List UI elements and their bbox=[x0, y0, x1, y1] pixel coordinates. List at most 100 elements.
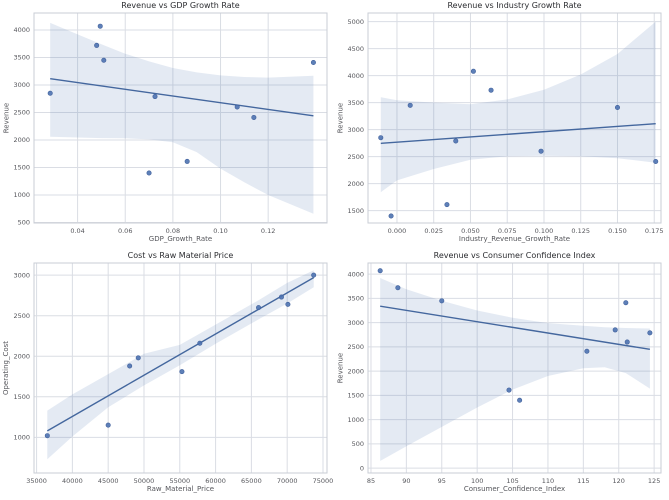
x-tick-label: 120 bbox=[613, 477, 625, 485]
data-point bbox=[612, 327, 618, 333]
data-point bbox=[127, 363, 133, 369]
data-point bbox=[506, 387, 512, 393]
y-tick-label: 500 bbox=[352, 440, 364, 448]
y-tick-label: 0 bbox=[360, 464, 364, 472]
x-tick-label: 0.000 bbox=[388, 227, 407, 235]
y-tick-label: 3000 bbox=[347, 319, 364, 327]
data-point bbox=[47, 90, 53, 96]
data-point bbox=[146, 170, 152, 176]
data-point bbox=[184, 158, 190, 164]
data-point bbox=[538, 148, 544, 154]
x-tick-label: 0.050 bbox=[461, 227, 480, 235]
regression-line bbox=[380, 122, 656, 145]
y-axis-label: Operating_Cost bbox=[2, 340, 11, 396]
x-tick-label: 60000 bbox=[205, 477, 226, 485]
chart-title: Revenue vs Industry Growth Rate bbox=[447, 1, 582, 10]
data-point bbox=[251, 114, 257, 120]
x-tick-label: 90 bbox=[402, 477, 410, 485]
data-point bbox=[197, 340, 203, 346]
y-tick-label: 2000 bbox=[347, 180, 364, 188]
plot-border bbox=[33, 262, 328, 474]
y-tick-label: 2500 bbox=[13, 312, 30, 320]
confidence-band bbox=[380, 21, 656, 193]
y-axis-label-wrap: Revenue bbox=[334, 13, 347, 223]
x-tick-label: 0.175 bbox=[645, 227, 664, 235]
x-tick-label: 95 bbox=[438, 477, 446, 485]
y-tick-label: 2000 bbox=[13, 352, 30, 360]
chart-plot-area: 85 90 95 100 105 110 115 120 125 0 500 1000 1500 2000… bbox=[347, 262, 662, 485]
y-axis-label: Revenue bbox=[336, 102, 345, 134]
plot-background bbox=[34, 13, 327, 223]
confidence-band bbox=[50, 22, 314, 214]
x-tick-label: 0.10 bbox=[213, 227, 227, 235]
x-tick-label: 0.075 bbox=[498, 227, 517, 235]
data-point bbox=[395, 285, 401, 291]
y-tick-label: 1500 bbox=[13, 393, 30, 401]
regression-line bbox=[380, 305, 650, 351]
plot-border bbox=[33, 12, 328, 224]
chart-plot-area: 0.04 0.06 0.08 0.10 0.12 500 1000 1500 2000 2500 3… bbox=[13, 12, 328, 235]
y-tick-label: 3500 bbox=[347, 99, 364, 107]
y-tick-label: 3500 bbox=[347, 295, 364, 303]
data-point bbox=[44, 433, 50, 439]
data-point bbox=[135, 355, 141, 361]
y-tick-label: 4000 bbox=[13, 26, 30, 34]
chart-plot-area: 0.000 0.025 0.050 0.075 0.100 0.125 0.150 0.175… bbox=[347, 12, 664, 235]
x-tick-label: 0.025 bbox=[424, 227, 443, 235]
x-tick-label: 70000 bbox=[277, 477, 298, 485]
y-tick-label: 5000 bbox=[347, 18, 364, 26]
x-axis-label: GDP_Growth_Rate bbox=[148, 235, 213, 243]
x-tick-label: 0.04 bbox=[70, 227, 84, 235]
x-tick-label: 85 bbox=[367, 477, 375, 485]
data-point bbox=[278, 294, 284, 300]
data-point bbox=[584, 348, 590, 354]
data-point bbox=[470, 68, 476, 74]
plot-background bbox=[368, 13, 661, 223]
plot-border bbox=[367, 12, 662, 224]
data-point bbox=[653, 158, 659, 164]
data-point bbox=[311, 272, 317, 278]
data-point bbox=[517, 397, 523, 403]
data-point bbox=[439, 298, 445, 304]
x-tick-label: 65000 bbox=[241, 477, 262, 485]
x-tick-label: 110 bbox=[542, 477, 554, 485]
y-tick-label: 1000 bbox=[13, 434, 30, 442]
x-tick-label: 115 bbox=[577, 477, 589, 485]
y-tick-label: 1500 bbox=[347, 207, 364, 215]
y-tick-label: 4500 bbox=[347, 45, 364, 53]
x-tick-label: 0.12 bbox=[261, 227, 275, 235]
data-point bbox=[310, 59, 316, 65]
x-tick-label: 35000 bbox=[26, 477, 47, 485]
x-tick-label: 50000 bbox=[134, 477, 155, 485]
x-tick-label: 0.06 bbox=[118, 227, 132, 235]
data-point bbox=[378, 135, 384, 141]
data-point bbox=[624, 339, 630, 345]
subplot-revenue-vs-industry-growth-rate: 0.000 0.025 0.050 0.075 0.100 0.125 0.150 0.175… bbox=[334, 0, 669, 250]
x-tick-label: 75000 bbox=[313, 477, 334, 485]
x-tick-label: 40000 bbox=[62, 477, 83, 485]
confidence-band bbox=[380, 278, 650, 461]
x-axis-label: Raw_Material_Price bbox=[146, 485, 215, 493]
subplot-revenue-vs-gdp-growth-rate: 0.04 0.06 0.08 0.10 0.12 500 1000 1500 2000 2500 3… bbox=[0, 0, 334, 250]
data-point bbox=[179, 369, 185, 375]
regression-line bbox=[50, 78, 314, 117]
data-point bbox=[388, 213, 394, 219]
x-tick-label: 0.125 bbox=[571, 227, 590, 235]
y-tick-label: 1500 bbox=[13, 164, 30, 172]
x-tick-label: 100 bbox=[471, 477, 483, 485]
data-point bbox=[407, 102, 413, 108]
x-tick-label: 125 bbox=[648, 477, 660, 485]
y-axis-label-wrap: Revenue bbox=[0, 13, 13, 223]
x-tick-label: 0.150 bbox=[608, 227, 627, 235]
x-tick-label: 55000 bbox=[169, 477, 190, 485]
x-axis-label: Industry_Revenue_Growth_Rate bbox=[458, 235, 571, 243]
x-tick-label: 0.100 bbox=[535, 227, 554, 235]
data-point bbox=[105, 422, 111, 428]
y-axis-label: Revenue bbox=[336, 352, 345, 384]
confidence-band bbox=[47, 270, 314, 460]
y-tick-label: 4000 bbox=[347, 72, 364, 80]
y-tick-label: 4000 bbox=[347, 270, 364, 278]
data-point bbox=[488, 87, 494, 93]
chart-title: Cost vs Raw Material Price bbox=[127, 251, 234, 260]
